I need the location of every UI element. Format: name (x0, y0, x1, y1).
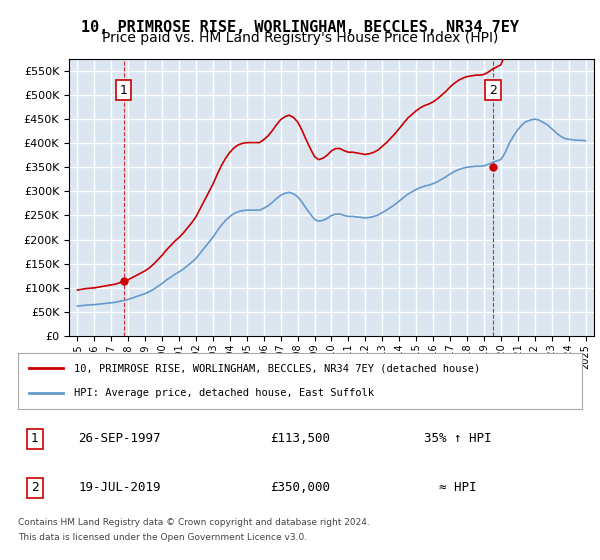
Text: 1: 1 (120, 83, 128, 97)
Text: HPI: Average price, detached house, East Suffolk: HPI: Average price, detached house, East… (74, 388, 374, 398)
Text: 35% ↑ HPI: 35% ↑ HPI (424, 432, 491, 445)
Text: This data is licensed under the Open Government Licence v3.0.: This data is licensed under the Open Gov… (18, 533, 307, 542)
Text: 1: 1 (31, 432, 39, 445)
Text: Price paid vs. HM Land Registry's House Price Index (HPI): Price paid vs. HM Land Registry's House … (102, 31, 498, 45)
Text: 2: 2 (489, 83, 497, 97)
Text: Contains HM Land Registry data © Crown copyright and database right 2024.: Contains HM Land Registry data © Crown c… (18, 518, 370, 527)
Text: ≈ HPI: ≈ HPI (439, 482, 476, 494)
Text: 19-JUL-2019: 19-JUL-2019 (78, 482, 161, 494)
Text: 10, PRIMROSE RISE, WORLINGHAM, BECCLES, NR34 7EY: 10, PRIMROSE RISE, WORLINGHAM, BECCLES, … (81, 20, 519, 35)
Text: 26-SEP-1997: 26-SEP-1997 (78, 432, 161, 445)
Text: £350,000: £350,000 (270, 482, 330, 494)
Text: 2: 2 (31, 482, 39, 494)
Text: 10, PRIMROSE RISE, WORLINGHAM, BECCLES, NR34 7EY (detached house): 10, PRIMROSE RISE, WORLINGHAM, BECCLES, … (74, 363, 481, 374)
Text: £113,500: £113,500 (270, 432, 330, 445)
